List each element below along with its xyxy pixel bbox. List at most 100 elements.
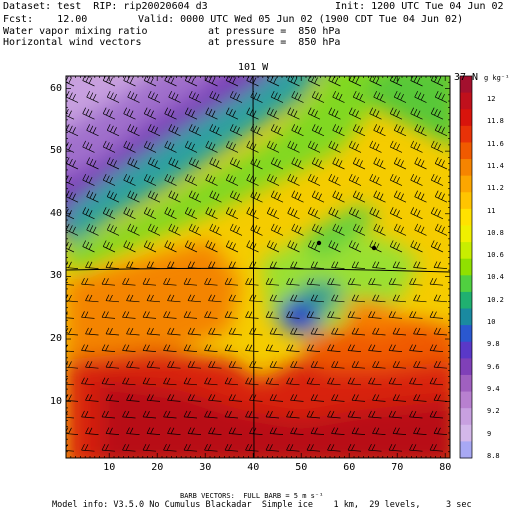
wind-barb: [184, 173, 198, 186]
y-tick-label: 50: [50, 145, 63, 157]
wind-barb: [127, 124, 140, 137]
wind-barb: [291, 90, 304, 103]
wind-barb: [229, 124, 243, 137]
wind-barb: [372, 327, 386, 336]
wind-barb: [265, 311, 280, 319]
wind-barb: [332, 223, 345, 236]
wind-barb: [66, 344, 75, 352]
wind-barb: [388, 344, 403, 352]
wind-barb: [389, 140, 403, 153]
wind-barb: [434, 90, 448, 103]
wind-barb: [146, 327, 161, 336]
wind-barb: [433, 394, 448, 402]
wind-barb: [348, 107, 362, 120]
wind-barb: [126, 394, 140, 402]
wind-barb: [123, 107, 136, 120]
wind-barb: [266, 107, 280, 120]
wind-barb: [146, 427, 161, 435]
colorbar-swatch: [460, 291, 472, 310]
wind-barb: [127, 90, 140, 103]
wind-barb: [347, 277, 362, 286]
wind-barb: [246, 173, 259, 186]
wind-barb: [287, 107, 300, 120]
header-fcst: Fcst: 12.00: [3, 14, 88, 25]
wind-barb: [270, 157, 284, 170]
wind-barb: [306, 344, 321, 352]
colorbar: [460, 76, 472, 459]
meridian-label: 101 W: [238, 62, 269, 73]
station-marker: [316, 240, 322, 246]
wind-barb: [184, 207, 198, 220]
wind-barb: [105, 294, 120, 303]
wind-barb: [246, 107, 259, 120]
wind-barb: [146, 294, 161, 303]
wind-barb: [409, 410, 423, 419]
wind-barb: [433, 261, 448, 269]
wind-barb: [388, 311, 403, 319]
wind-barb: [187, 394, 202, 402]
y-tick-label: 30: [50, 270, 63, 282]
wind-barb: [291, 190, 304, 203]
wind-barb: [102, 240, 116, 253]
wind-barb: [332, 90, 345, 103]
wind-barb: [266, 207, 280, 220]
x-tick-label: 30: [199, 462, 212, 473]
wind-barb: [66, 411, 75, 419]
wind-barb: [81, 344, 95, 352]
wind-barb: [122, 277, 136, 286]
wind-barb: [433, 427, 448, 435]
wind-barb: [147, 190, 161, 203]
wind-barb: [208, 294, 222, 303]
colorbar-swatch: [460, 325, 472, 343]
wind-barb: [102, 107, 116, 120]
wind-barb: [142, 344, 157, 352]
wind-barb: [347, 311, 362, 319]
wind-barb: [184, 107, 198, 120]
colorbar-swatch: [460, 424, 472, 442]
wind-barb: [332, 190, 345, 203]
wind-barb: [414, 223, 427, 236]
wind-barb: [410, 140, 423, 153]
wind-barb: [434, 124, 448, 137]
wind-barb: [373, 124, 386, 137]
wind-barb: [167, 327, 181, 336]
wind-barb: [122, 311, 136, 319]
wind-barb: [286, 344, 300, 352]
wind-barb: [372, 294, 386, 303]
y-tick-label: 60: [50, 82, 63, 94]
wind-barb: [328, 207, 341, 220]
wind-barb: [266, 173, 280, 186]
wind-barb: [102, 140, 116, 153]
wind-barb: [245, 443, 259, 452]
wind-barb: [311, 190, 325, 203]
wind-barb: [228, 427, 243, 435]
wind-barb: [127, 223, 140, 236]
wind-barb: [123, 173, 136, 186]
wind-barb: [433, 360, 448, 369]
colorbar-unit-label: g kg⁻¹: [484, 74, 510, 82]
wind-barb: [86, 223, 99, 236]
wind-barb: [392, 294, 407, 303]
wind-barb: [413, 427, 427, 435]
wind-barb: [164, 140, 177, 153]
wind-barb: [311, 157, 325, 170]
wind-barb: [413, 327, 427, 336]
wind-barb: [373, 190, 386, 203]
wind-barb: [328, 107, 341, 120]
wind-barb: [389, 107, 403, 120]
x-tick-label: 70: [391, 462, 404, 473]
wind-barb: [82, 173, 95, 186]
wind-barb: [368, 377, 382, 386]
wind-barb: [327, 277, 341, 286]
wind-barb: [167, 360, 181, 369]
colorbar-label: 11.2: [487, 184, 504, 193]
wind-barb: [81, 443, 95, 452]
wind-barb: [146, 360, 161, 369]
wind-barb: [101, 443, 116, 452]
wind-barb: [143, 107, 157, 120]
colorbar-swatch: [460, 374, 472, 393]
wind-barb: [347, 344, 362, 352]
wind-barb: [430, 107, 444, 120]
wind-barb: [307, 140, 321, 153]
wind-barb: [101, 377, 116, 386]
